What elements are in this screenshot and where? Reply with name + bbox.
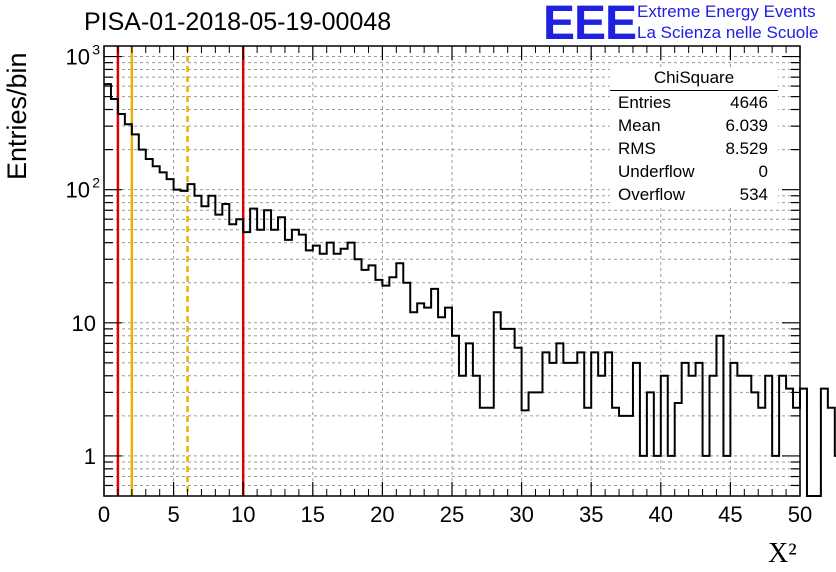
stats-value: 6.039	[725, 116, 768, 135]
x-tick-label: 50	[788, 502, 812, 527]
stats-divider	[610, 90, 778, 91]
x-axis-title: X²	[768, 538, 797, 569]
stats-box: ChiSquare Entries 4646 Mean 6.039 RMS 8.…	[610, 68, 778, 208]
stats-row-underflow: Underflow 0	[618, 162, 768, 184]
x-tick-label: 45	[718, 502, 742, 527]
stats-row-mean: Mean 6.039	[618, 116, 768, 138]
x-tick-label: 35	[579, 502, 603, 527]
x-tick-label: 20	[370, 502, 394, 527]
y-tick-label: 10	[66, 178, 90, 203]
plot-frame	[103, 45, 801, 497]
eee-logo: EEE	[543, 0, 637, 50]
run-title: PISA-01-2018-05-19-00048	[84, 8, 392, 36]
y-tick-exponent: 3	[92, 42, 100, 58]
stats-value: 4646	[730, 93, 768, 112]
x-tick-label: 10	[231, 502, 255, 527]
stats-key: Underflow	[618, 162, 695, 181]
y-tick-label: 1	[84, 444, 96, 469]
x-tick-label: 15	[301, 502, 325, 527]
stats-row-entries: Entries 4646	[618, 93, 768, 115]
stats-key: Overflow	[618, 185, 686, 204]
stats-key: Entries	[618, 93, 671, 112]
histogram-line	[104, 83, 836, 497]
x-tick-label: 5	[167, 502, 179, 527]
y-axis-title: Entries/bin	[2, 52, 32, 180]
x-tick-label: 40	[649, 502, 673, 527]
x-tick-label: 30	[509, 502, 533, 527]
stats-key: RMS	[618, 139, 656, 158]
x-tick-label: 0	[98, 502, 110, 527]
stats-title: ChiSquare	[653, 68, 735, 87]
axis-ticks	[103, 46, 801, 497]
stats-value: 534	[739, 185, 768, 204]
y-tick-label: 10	[66, 45, 90, 70]
x-tick-label: 25	[440, 502, 464, 527]
logo-subtitle-2: La Scienza nelle Scuole	[637, 23, 819, 42]
stats-value: 0	[758, 162, 768, 181]
logo-subtitle-1: Extreme Energy Events	[637, 2, 816, 21]
y-tick-label: 10	[72, 311, 96, 336]
stats-value: 8.529	[725, 139, 768, 158]
stats-row-rms: RMS 8.529	[618, 139, 768, 161]
stats-key: Mean	[618, 116, 661, 135]
stats-row-overflow: Overflow 534	[618, 185, 768, 207]
y-tick-exponent: 2	[92, 175, 100, 191]
threshold-lines	[116, 46, 245, 496]
